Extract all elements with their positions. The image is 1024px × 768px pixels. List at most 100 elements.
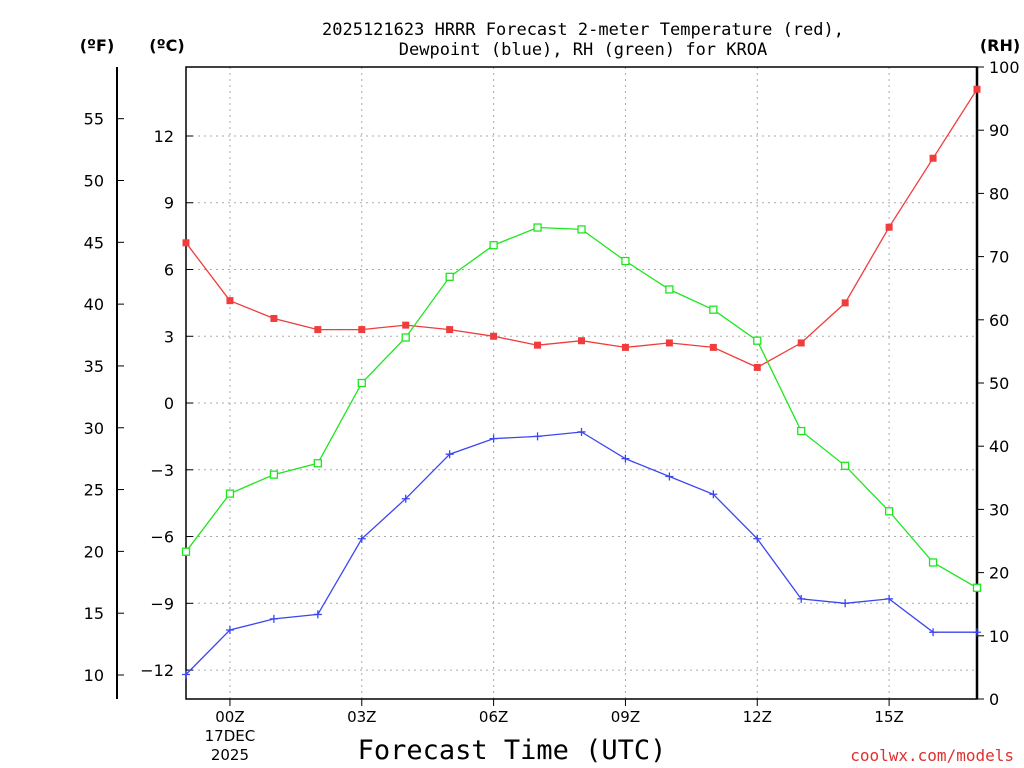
- x-tick-year: 2025: [211, 746, 249, 764]
- dewpoint-point: [445, 450, 454, 459]
- dewpoint-point: [313, 610, 322, 619]
- temperature-point: [709, 343, 717, 351]
- temperature-point: [314, 326, 322, 334]
- x-tick-label: 15Z: [874, 708, 903, 726]
- dewpoint-point: [753, 534, 762, 543]
- credit-text: coolwx.com/models: [850, 746, 1014, 765]
- dewpoint-line: [185, 431, 977, 675]
- fahrenheit-tick-label: 55: [84, 110, 104, 129]
- rh-point: [533, 223, 542, 232]
- axes: 129630−3−6−9−125550454035302520151010090…: [84, 58, 1020, 709]
- rh-point: [577, 225, 586, 234]
- rh-point: [357, 378, 366, 388]
- temperature-point: [182, 239, 190, 247]
- rh-point: [225, 489, 235, 498]
- fahrenheit-tick-label: 45: [84, 233, 104, 252]
- dewpoint-point: [401, 494, 410, 503]
- dewpoint-point: [841, 599, 850, 608]
- celsius-tick-label: 0: [164, 394, 174, 413]
- rh-tick-label: 50: [989, 374, 1009, 393]
- gridlines: [186, 67, 977, 699]
- fahrenheit-tick-label: 30: [84, 419, 104, 438]
- fahrenheit-tick-label: 50: [84, 171, 104, 190]
- temperature-point: [973, 85, 981, 93]
- fahrenheit-tick-label: 35: [84, 357, 104, 376]
- dewpoint-point: [577, 427, 586, 436]
- temperature-point: [621, 343, 629, 351]
- rh-point: [489, 241, 498, 250]
- temperature-point: [534, 341, 542, 349]
- dewpoint-point: [885, 594, 894, 603]
- dewpoint-point: [709, 490, 718, 499]
- rh-tick-label: 0: [989, 690, 999, 709]
- x-tick-label: 03Z: [347, 708, 376, 726]
- rh-tick-label: 20: [989, 564, 1009, 583]
- dewpoint-point: [665, 472, 674, 481]
- dewpoint-point: [489, 434, 498, 443]
- dewpoint-point: [973, 628, 981, 637]
- fahrenheit-unit-label: (ºF): [80, 36, 115, 55]
- dewpoint-point: [182, 670, 190, 679]
- x-tick-label: 00Z: [215, 708, 244, 726]
- rh-point: [621, 256, 630, 266]
- rh-point: [181, 547, 191, 556]
- celsius-tick-label: 3: [164, 327, 174, 346]
- temperature-point: [358, 326, 366, 334]
- dewpoint-point: [797, 594, 806, 603]
- fahrenheit-tick-label: 15: [84, 604, 104, 623]
- rh-tick-label: 90: [989, 121, 1009, 140]
- celsius-tick-label: −3: [150, 461, 174, 480]
- fahrenheit-tick-label: 10: [84, 666, 104, 685]
- dewpoint-point: [929, 628, 938, 637]
- chart-title-line2: Dewpoint (blue), RH (green) for KROA: [399, 40, 767, 60]
- celsius-tick-label: −6: [150, 528, 174, 547]
- rh-tick-label: 70: [989, 248, 1009, 267]
- celsius-tick-label: −9: [150, 594, 174, 613]
- rh-point: [884, 507, 894, 516]
- dewpoint-point: [225, 626, 234, 635]
- rh-tick-label: 30: [989, 500, 1009, 519]
- rh-point: [269, 470, 279, 479]
- temperature-point: [753, 363, 761, 371]
- celsius-unit-label: (ºC): [149, 36, 184, 55]
- temperature-point: [665, 339, 673, 347]
- celsius-tick-label: −12: [140, 661, 174, 680]
- rh-point: [313, 459, 322, 468]
- temperature-point: [270, 314, 278, 322]
- rh-tick-label: 60: [989, 311, 1009, 330]
- rh-point: [401, 333, 410, 342]
- dewpoint-point: [533, 432, 542, 441]
- fahrenheit-tick-label: 20: [84, 542, 104, 561]
- rh-point: [972, 583, 982, 592]
- chart-title-line1: 2025121623 HRRR Forecast 2-meter Tempera…: [322, 20, 844, 40]
- x-axis-label: Forecast Time (UTC): [358, 735, 667, 766]
- celsius-tick-label: 6: [164, 261, 174, 280]
- temperature-point: [446, 326, 454, 334]
- rh-unit-label: (RH): [980, 36, 1020, 55]
- rh-point: [797, 426, 806, 436]
- rh-tick-label: 40: [989, 437, 1009, 456]
- rh-tick-label: 10: [989, 627, 1009, 646]
- series-layer: [181, 85, 982, 679]
- temperature-point: [841, 299, 849, 307]
- temperature-point: [402, 321, 410, 329]
- rh-point: [928, 558, 938, 567]
- temperature-point: [885, 223, 893, 231]
- x-tick-label: 06Z: [479, 708, 508, 726]
- celsius-tick-label: 12: [154, 127, 174, 146]
- x-tick-date: 17DEC: [205, 727, 256, 745]
- rh-point: [445, 272, 454, 281]
- temperature-point: [929, 154, 937, 162]
- rh-point: [665, 285, 674, 294]
- x-tick-label: 09Z: [611, 708, 640, 726]
- rh-tick-label: 80: [989, 184, 1009, 203]
- temperature-point: [578, 337, 585, 345]
- rh-line: [185, 226, 978, 589]
- dewpoint-point: [269, 614, 278, 623]
- fahrenheit-tick-label: 25: [84, 481, 104, 500]
- temperature-point: [226, 297, 234, 305]
- rh-tick-label: 100: [989, 58, 1020, 77]
- rh-point: [753, 336, 762, 345]
